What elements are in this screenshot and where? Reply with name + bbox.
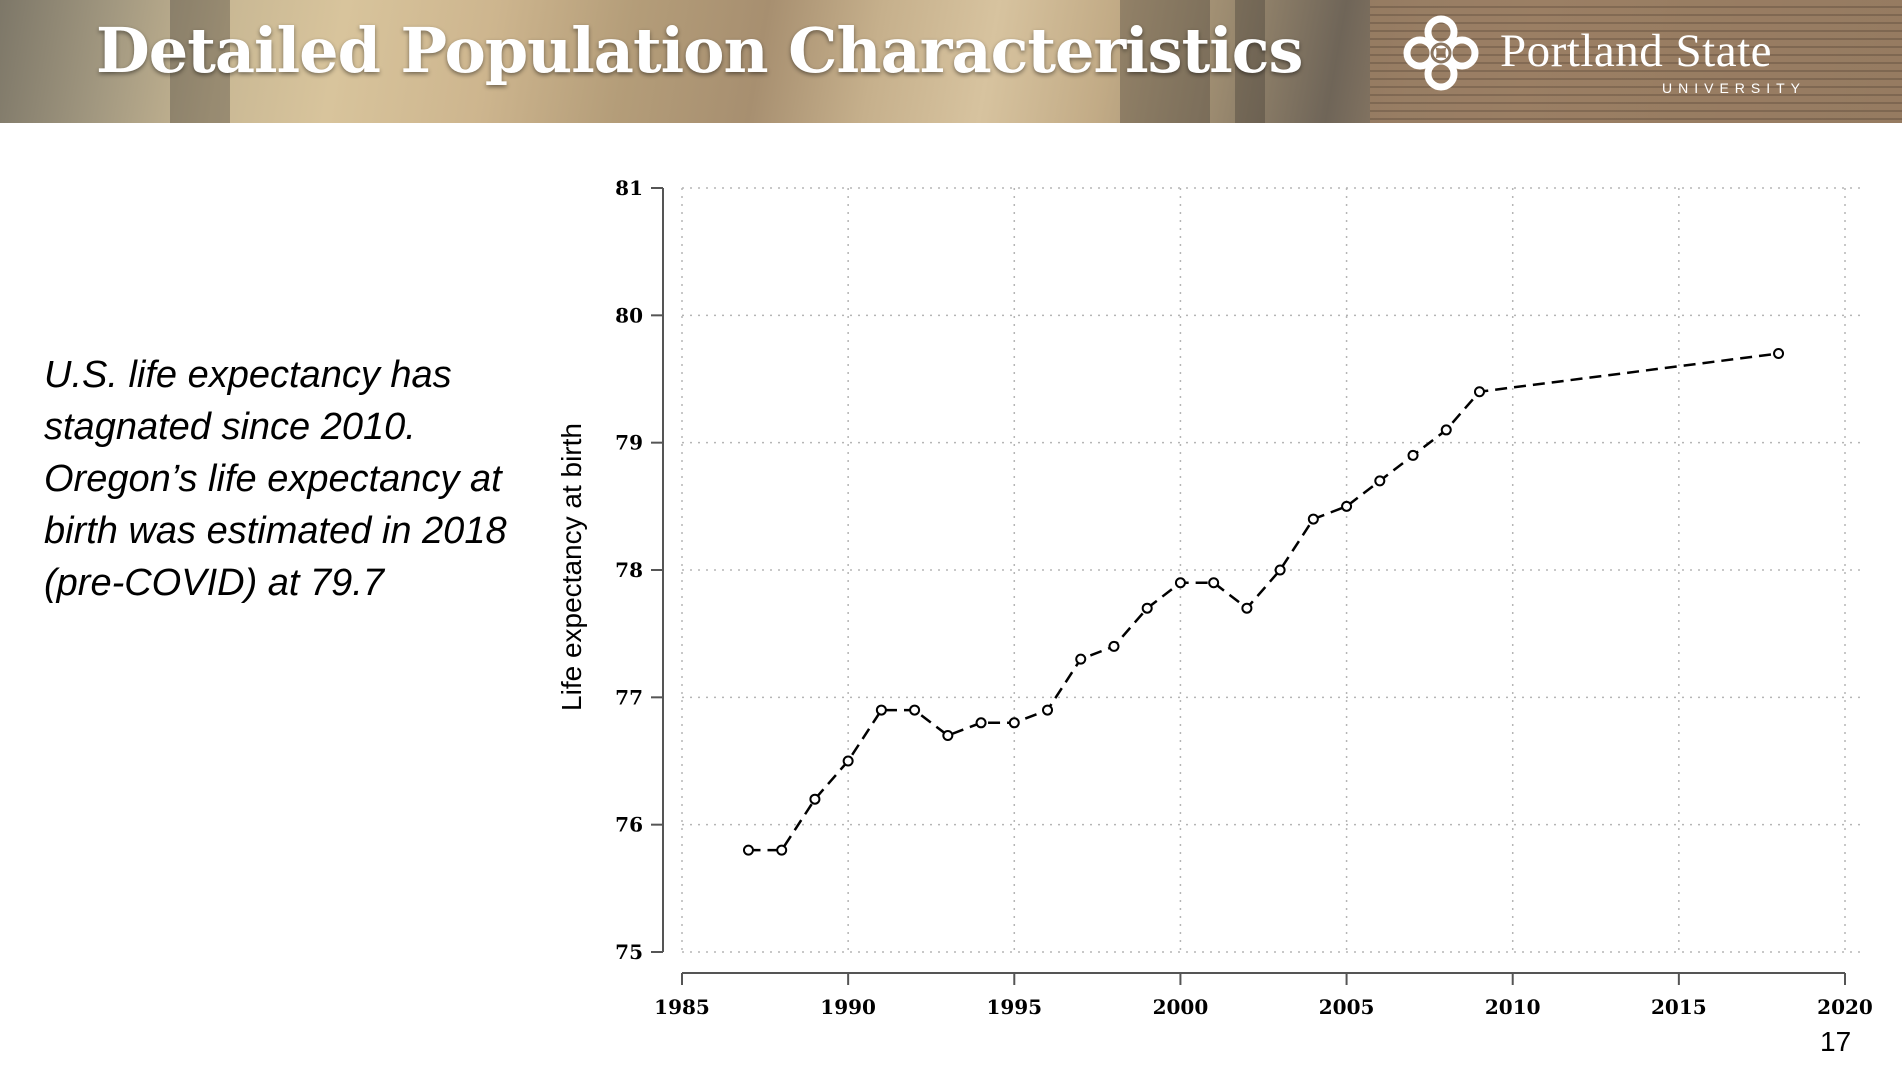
x-tick-label-2015: 2015: [1651, 995, 1707, 1019]
data-point-2007: [1407, 449, 1419, 461]
data-point-2018: [1773, 348, 1785, 360]
data-point-1997: [1075, 653, 1087, 665]
data-point-2000: [1174, 577, 1186, 589]
x-tick-label-1985: 1985: [654, 995, 710, 1019]
chart-axes: 75 76 77 78 79 80 81 1985 1990 1995 2000 2005 2010 20…: [615, 176, 1873, 1019]
data-point-2003: [1274, 564, 1286, 576]
data-point-1989: [809, 793, 821, 805]
y-tick-label-79: 79: [615, 431, 643, 455]
x-tick-label-2010: 2010: [1485, 995, 1541, 1019]
data-point-2005: [1341, 500, 1353, 512]
university-logo[interactable]: Portland State UNIVERSITY: [1400, 10, 1820, 110]
chart-markers: [742, 348, 1785, 856]
x-tick-label-2000: 2000: [1153, 995, 1209, 1019]
data-point-1992: [909, 704, 921, 716]
logo-name: Portland State: [1500, 25, 1772, 77]
data-point-1993: [942, 730, 954, 742]
logo-subtitle: UNIVERSITY: [1662, 80, 1807, 96]
y-tick-label-75: 75: [615, 940, 643, 964]
data-point-1987: [742, 844, 754, 856]
data-point-2001: [1208, 577, 1220, 589]
data-point-1991: [875, 704, 887, 716]
y-tick-label-81: 81: [615, 176, 643, 200]
data-point-1990: [842, 755, 854, 767]
data-point-2006: [1374, 475, 1386, 487]
slide-title: Detailed Population Characteristics: [96, 14, 1303, 87]
page-number: 17: [1820, 1026, 1852, 1057]
data-point-1988: [776, 844, 788, 856]
header-banner: Detailed Population Characteristics Port…: [0, 0, 1902, 123]
x-tick-label-1990: 1990: [820, 995, 876, 1019]
x-tick-label-2005: 2005: [1319, 995, 1375, 1019]
data-point-2004: [1307, 513, 1319, 525]
data-point-2009: [1473, 386, 1485, 398]
data-point-1998: [1108, 640, 1120, 652]
chart-grid: [681, 187, 1860, 953]
chart-series: [748, 352, 1779, 852]
y-axis-title: Life expectancy at birth: [556, 423, 587, 711]
data-point-1995: [1008, 717, 1020, 729]
psu-knot-logo-icon: [1403, 15, 1479, 91]
data-point-1994: [975, 717, 987, 729]
data-point-1999: [1141, 602, 1153, 614]
y-tick-label-78: 78: [615, 558, 643, 582]
data-point-2008: [1440, 424, 1452, 436]
data-point-2002: [1241, 602, 1253, 614]
y-tick-label-77: 77: [615, 685, 643, 709]
x-tick-label-2020: 2020: [1817, 995, 1873, 1019]
series-line-0: [748, 352, 1779, 852]
data-point-1996: [1042, 704, 1054, 716]
x-tick-label-1995: 1995: [986, 995, 1042, 1019]
body-text: U.S. life expectancy has stagnated since…: [44, 354, 507, 604]
y-tick-label-76: 76: [615, 813, 643, 837]
y-tick-label-80: 80: [615, 303, 643, 327]
